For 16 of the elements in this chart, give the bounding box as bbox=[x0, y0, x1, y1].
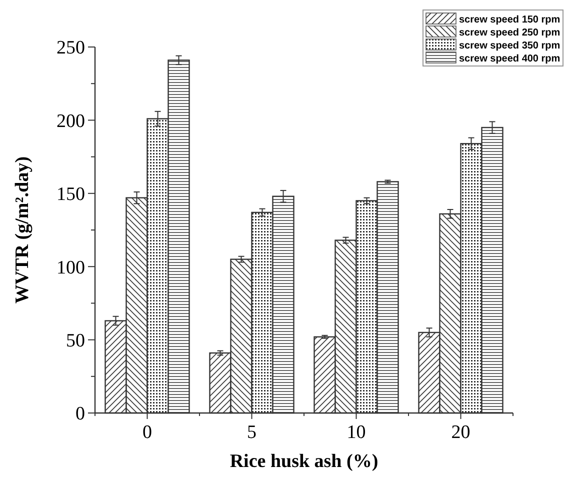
y-axis-title: WVTR (g/m².day) bbox=[12, 156, 33, 304]
y-tick-label: 150 bbox=[56, 184, 85, 206]
y-tick-label: 100 bbox=[56, 257, 85, 278]
legend-label: screw speed 400 rpm bbox=[459, 54, 560, 64]
legend-label: screw speed 250 rpm bbox=[459, 28, 560, 38]
x-axis-title: Rice husk ash (%) bbox=[230, 451, 378, 472]
x-tick-label: 5 bbox=[247, 422, 256, 443]
y-tick-label: 200 bbox=[56, 110, 85, 132]
legend-label: screw speed 350 rpm bbox=[459, 40, 560, 52]
y-tick-label: 0 bbox=[76, 404, 85, 425]
x-tick-label: 0 bbox=[142, 422, 152, 443]
y-tick-label: 50 bbox=[66, 330, 85, 352]
legend-label: screw speed 150 rpm bbox=[459, 14, 560, 26]
y-tick-label: 250 bbox=[56, 38, 85, 59]
x-tick-label: 10 bbox=[346, 422, 366, 443]
x-tick-label: 20 bbox=[451, 422, 470, 443]
